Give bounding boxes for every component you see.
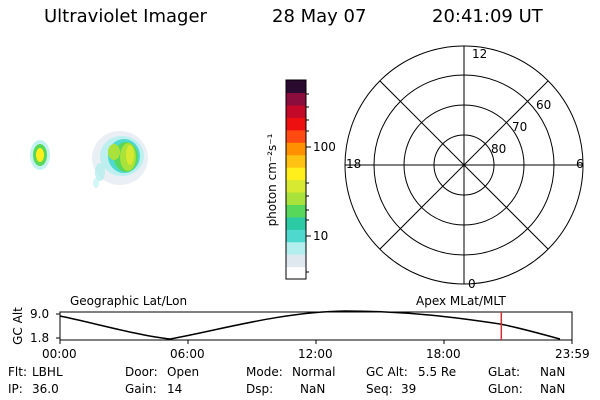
colorbar-swatch [286, 117, 306, 131]
colorbar-frame [285, 79, 307, 280]
colorbar-swatch [286, 129, 306, 143]
altitude-panel-frame [59, 311, 573, 341]
gain-value: 14 [167, 382, 183, 396]
time-tick-0600: 06:00 [170, 347, 205, 361]
colorbar-swatch [286, 167, 306, 181]
mode-label: Mode: [246, 365, 283, 379]
colorbar-label-100: 100 [313, 140, 336, 154]
colorbar-swatch [286, 80, 306, 94]
sequence-label: Seq: [366, 382, 393, 396]
time-tick-0000: 00:00 [42, 347, 77, 361]
mlt-label-6: 6 [576, 157, 584, 171]
colorbar-swatch [286, 229, 306, 243]
gc-altitude-value: 5.5 Re [418, 365, 457, 379]
dsp-value: NaN [300, 382, 326, 396]
colorbar-swatch [286, 179, 306, 193]
colorbar-swatch [286, 254, 306, 268]
geo-lon-value: NaN [540, 382, 566, 396]
x-ticks [59, 340, 573, 344]
time-tick-2359: 23:59 [555, 347, 590, 361]
gc-altitude-label: GC Alt: [366, 365, 408, 379]
colorbar-swatch [286, 104, 306, 118]
mlt-label-0: 0 [468, 277, 476, 291]
instrument-title: Ultraviolet Imager [44, 6, 207, 27]
colorbar [286, 80, 306, 280]
mlat-label-70: 70 [512, 120, 528, 134]
observation-time: 20:41:09 UT [432, 6, 543, 27]
door-value: Open [167, 365, 200, 379]
colorbar-unit-label: photon cm⁻²s⁻¹ [265, 133, 279, 227]
sequence-value: 39 [401, 382, 417, 396]
geo-lon-label: GLon: [488, 382, 523, 396]
ip-value: 36.0 [32, 382, 59, 396]
dsp-label: Dsp: [246, 382, 274, 396]
time-tick-1800: 18:00 [426, 347, 461, 361]
filter-label: Flt: [8, 365, 27, 379]
filter-value: LBHL [32, 365, 63, 379]
altitude-tick-9: 9.0 [30, 307, 50, 321]
colorbar-swatch [286, 154, 306, 168]
altitude-curve [59, 310, 561, 340]
time-tick-1200: 12:00 [298, 347, 333, 361]
colorbar-swatch [286, 142, 306, 156]
mode-value: Normal [292, 365, 336, 379]
auroral-image [30, 131, 148, 188]
geo-lat-value: NaN [540, 365, 566, 379]
ip-label: IP: [8, 382, 23, 396]
colorbar-swatch [286, 92, 306, 106]
mlt-label-18: 18 [346, 157, 362, 171]
altitude-tick-1.8: 1.8 [30, 331, 50, 345]
polar-grid [344, 45, 584, 285]
mlt-label-12: 12 [472, 47, 488, 61]
observation-date: 28 May 07 [272, 6, 367, 27]
colorbar-swatch [286, 266, 306, 280]
colorbar-swatch [286, 216, 306, 230]
colorbar-minor-ticks [306, 93, 309, 273]
mlat-label-80: 80 [491, 142, 507, 156]
door-label: Door: [125, 365, 158, 379]
geo-lat-label: GLat: [488, 365, 521, 379]
gain-label: Gain: [125, 382, 157, 396]
geographic-coord-title: Geographic Lat/Lon [70, 294, 188, 308]
colorbar-swatch [286, 241, 306, 255]
colorbar-label-10: 10 [313, 229, 329, 243]
colorbar-swatch [286, 204, 306, 218]
colorbar-swatch [286, 191, 306, 205]
mlat-label-60: 60 [536, 98, 552, 112]
apex-coord-title: Apex MLat/MLT [416, 294, 506, 308]
altitude-axis-label: GC Alt [11, 307, 25, 345]
